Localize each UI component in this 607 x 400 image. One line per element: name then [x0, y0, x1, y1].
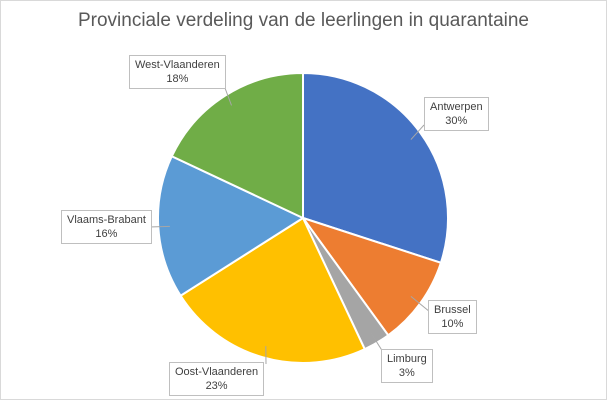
data-label-category: West-Vlaanderen	[135, 59, 220, 71]
data-label-percent: 10%	[441, 318, 464, 330]
data-label-oost-vlaanderen: Oost-Vlaanderen 23%	[169, 362, 265, 396]
data-label-west-vlaanderen: West-Vlaanderen 18%	[129, 55, 226, 89]
data-label-percent: 3%	[398, 367, 415, 379]
pie-slice-brussel	[300, 216, 443, 337]
data-label-limburg: Limburg 3%	[381, 349, 433, 383]
data-label-category: Antwerpen	[430, 101, 483, 113]
data-label-antwerpen: Antwerpen 30%	[424, 97, 489, 131]
data-label-vlaams-brabant: Vlaams-Brabant 16%	[61, 210, 152, 244]
data-label-percent: 23%	[205, 380, 228, 392]
data-label-category: Oost-Vlaanderen	[175, 366, 259, 378]
leader-line-brussel	[410, 296, 431, 313]
pie-slices	[157, 71, 449, 364]
data-label-category: Brussel	[434, 304, 471, 316]
leader-line-antwerpen	[410, 124, 425, 140]
data-label-percent: 30%	[445, 115, 468, 127]
data-label-brussel: Brussel 10%	[428, 300, 477, 334]
pie-slice-antwerpen	[302, 71, 449, 265]
data-label-category: Vlaams-Brabant	[67, 214, 146, 226]
leader-line-limburg	[370, 332, 384, 353]
pie-slice-oost-vlaanderen	[179, 216, 367, 364]
data-label-percent: 18%	[166, 73, 189, 85]
data-label-category: Limburg	[387, 353, 427, 365]
pie-slice-west-vlaanderen	[170, 71, 304, 220]
data-label-percent: 16%	[95, 228, 118, 240]
chart-title: Provinciale verdeling van de leerlingen …	[77, 10, 530, 31]
leader-line-vlaams-brabant	[148, 225, 170, 228]
